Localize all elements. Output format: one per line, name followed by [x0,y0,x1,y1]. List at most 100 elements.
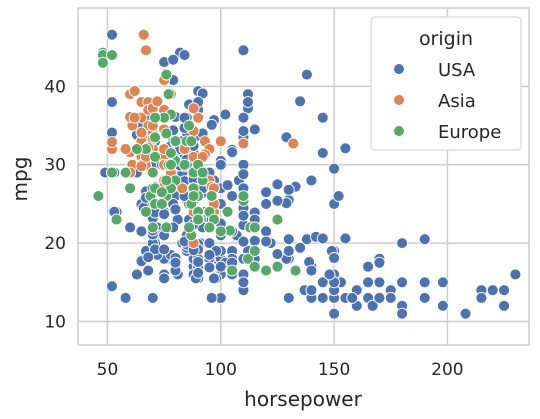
data-point-usa [396,307,409,320]
data-point-usa [475,292,488,304]
data-point-usa [119,292,132,304]
data-point-usa [158,208,171,221]
data-point-usa [305,264,318,277]
data-point-usa [282,292,295,304]
data-point-europe [214,225,227,238]
y-tick-label: 30 [44,156,66,176]
data-point-europe [260,264,273,277]
data-point-usa [158,243,171,256]
y-axis-label: mpg [8,157,32,202]
data-point-usa [305,174,318,187]
data-point-europe [183,119,196,132]
data-point-asia [128,85,141,98]
x-tick-label: 100 [205,360,237,380]
data-point-usa [226,190,239,203]
data-point-usa [339,142,352,155]
data-point-usa [271,194,284,207]
data-point-europe [162,88,175,101]
data-point-usa [205,118,218,131]
data-point-europe [185,135,198,148]
data-point-usa [328,307,341,320]
data-point-europe [160,68,173,81]
data-point-europe [110,213,123,226]
data-point-europe [149,111,162,124]
data-point-usa [436,299,449,312]
data-point-europe [205,190,218,203]
data-point-usa [146,292,159,304]
data-point-usa [305,284,318,297]
data-point-usa [169,256,182,269]
data-point-usa [366,299,379,312]
data-point-usa [294,241,307,254]
data-point-usa [328,252,341,264]
data-point-europe [289,264,302,277]
data-point-usa [373,256,386,269]
data-point-asia [119,143,132,156]
data-point-usa [142,264,155,277]
x-tick-labels: 50 100 150 200 [97,360,464,380]
data-point-usa [158,272,171,285]
data-point-usa [362,260,375,273]
legend-title: origin [419,28,473,50]
data-point-usa [396,237,409,250]
data-point-asia [106,136,118,148]
data-point-usa [237,111,250,124]
data-point-europe [226,264,239,277]
data-point-usa [396,276,409,289]
data-point-usa [509,268,522,281]
data-point-asia [135,160,148,173]
data-point-usa [384,292,397,304]
data-point-usa [316,111,329,124]
x-tick-label: 150 [318,360,350,380]
data-point-usa [178,49,191,61]
data-point-europe [203,221,216,234]
legend-box [370,16,522,151]
data-point-usa [106,28,118,41]
data-points [92,28,522,320]
data-point-europe [164,147,177,159]
data-point-usa [271,248,284,261]
data-point-asia [128,111,141,124]
data-point-usa [260,235,273,248]
data-point-europe [237,190,250,203]
data-point-usa [192,266,205,279]
legend-label-usa: USA [438,60,476,81]
data-point-usa [373,276,386,289]
data-point-usa [219,108,232,121]
data-point-asia [151,95,164,108]
data-point-europe [271,213,284,226]
data-point-usa [106,280,118,293]
data-point-europe [155,197,168,210]
data-point-usa [418,292,431,304]
data-point-usa [362,276,375,289]
data-point-usa [271,178,284,191]
data-point-usa [208,272,220,285]
data-point-usa [498,284,511,297]
data-point-europe [192,213,205,226]
data-point-europe [149,131,162,144]
data-point-europe [271,260,284,273]
data-point-usa [237,209,250,222]
data-point-europe [242,252,254,265]
data-point-asia [287,137,300,150]
data-point-usa [282,245,295,257]
legend-label-asia: Asia [438,91,476,112]
data-point-europe [146,221,159,234]
data-point-usa [237,44,250,57]
y-tick-label: 10 [44,312,66,332]
data-point-europe [248,221,261,234]
x-tick-label: 200 [431,360,463,380]
data-point-europe [196,166,209,179]
legend-marker-asia [393,94,405,106]
data-point-usa [339,232,352,245]
data-point-usa [418,276,431,289]
data-point-usa [260,186,273,199]
data-point-usa [346,292,359,304]
data-point-europe [169,135,182,148]
data-point-asia [192,111,205,124]
data-point-usa [436,276,449,289]
data-point-usa [237,125,250,137]
data-point-usa [316,292,329,304]
data-point-usa [237,235,250,248]
